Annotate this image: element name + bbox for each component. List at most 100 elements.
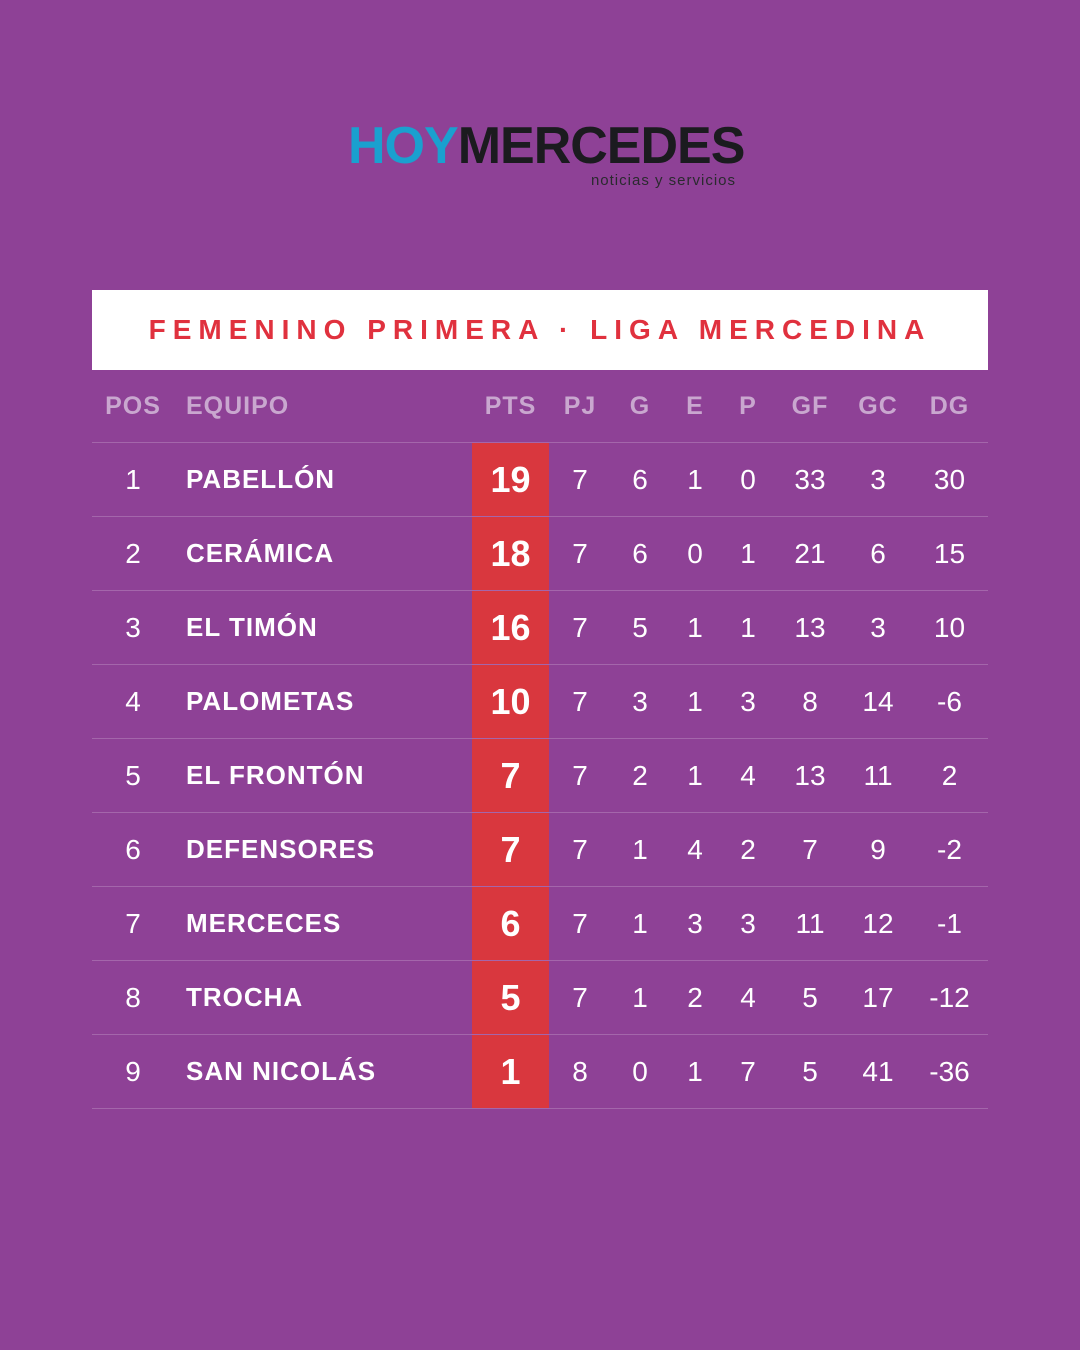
cell-position: 8 [125, 981, 141, 1013]
cell-team-name: CERÁMICA [186, 538, 335, 568]
cell-won: 1 [632, 981, 648, 1013]
cell-position: 2 [125, 537, 141, 569]
standings-table: POS EQUIPO PTS PJ G E P GF GC DG 1 PABELL… [92, 370, 988, 1109]
table-row: 3 EL TIMÓN 16 7 5 1 1 13 3 10 [92, 591, 988, 665]
cell-drawn: 0 [687, 537, 703, 569]
cell-team-name: TROCHA [186, 982, 304, 1012]
cell-won: 1 [632, 907, 648, 939]
cell-goals-for: 13 [794, 759, 826, 791]
header-dg: DG [929, 391, 970, 420]
header-team: EQUIPO [186, 391, 290, 420]
table-row: 7 MERCECES 6 7 1 3 3 11 12 -1 [92, 887, 988, 961]
cell-won: 6 [632, 463, 648, 495]
brand-mercedes: MERCEDES [457, 117, 746, 175]
cell-played: 7 [572, 907, 588, 939]
table-row: 8 TROCHA 5 7 1 2 4 5 17 -12 [92, 961, 988, 1035]
cell-position: 9 [125, 1055, 141, 1087]
header-pj: PJ [563, 391, 597, 420]
cell-drawn: 3 [687, 907, 703, 939]
cell-lost: 4 [740, 759, 756, 791]
header-g: G [629, 391, 651, 420]
cell-position: 6 [125, 833, 141, 865]
cell-won: 0 [632, 1055, 648, 1087]
cell-lost: 3 [740, 685, 756, 717]
cell-points: 18 [490, 532, 531, 574]
cell-drawn: 1 [687, 611, 703, 643]
cell-goal-difference: -2 [937, 833, 962, 865]
cell-points: 7 [500, 828, 521, 870]
header-e: E [686, 391, 704, 420]
cell-goal-difference: 10 [933, 611, 966, 643]
cell-team-name: PALOMETAS [186, 686, 355, 716]
cell-team-name: MERCECES [186, 908, 342, 938]
cell-points: 19 [490, 458, 531, 500]
cell-played: 7 [572, 833, 588, 865]
cell-lost: 1 [740, 537, 756, 569]
cell-goals-for: 33 [794, 463, 826, 495]
cell-lost: 3 [740, 907, 756, 939]
cell-goals-against: 14 [862, 685, 894, 717]
cell-goals-against: 12 [862, 907, 894, 939]
brand-logo: HOY MERCEDES noticias y servicios [348, 116, 745, 189]
cell-goals-against: 3 [870, 463, 886, 495]
cell-points: 7 [500, 754, 521, 796]
cell-position: 5 [125, 759, 141, 791]
cell-goal-difference: 30 [933, 463, 966, 495]
cell-points: 10 [490, 680, 531, 722]
points-highlight-band [472, 442, 549, 1108]
cell-drawn: 1 [687, 463, 703, 495]
cell-goals-against: 6 [870, 537, 886, 569]
cell-lost: 4 [740, 981, 756, 1013]
cell-drawn: 1 [687, 759, 703, 791]
cell-goals-for: 5 [802, 981, 818, 1013]
cell-lost: 2 [740, 833, 756, 865]
cell-played: 7 [572, 981, 588, 1013]
header-pts: PTS [484, 391, 537, 420]
cell-points: 1 [500, 1050, 521, 1092]
cell-played: 8 [572, 1055, 588, 1087]
cell-points: 5 [500, 976, 521, 1018]
cell-position: 3 [125, 611, 141, 643]
header-pos: POS [105, 391, 161, 420]
cell-team-name: SAN NICOLÁS [186, 1056, 377, 1086]
cell-goal-difference: -6 [937, 685, 962, 717]
header-gf: GF [791, 391, 829, 420]
cell-drawn: 4 [687, 833, 703, 865]
cell-won: 5 [632, 611, 648, 643]
cell-won: 2 [632, 759, 648, 791]
cell-played: 7 [572, 685, 588, 717]
table-row: 5 EL FRONTÓN 7 7 2 1 4 13 11 2 [92, 739, 988, 813]
cell-won: 3 [632, 685, 648, 717]
cell-goal-difference: -36 [929, 1055, 970, 1087]
cell-goals-against: 41 [862, 1055, 894, 1087]
cell-drawn: 1 [687, 1055, 703, 1087]
cell-goal-difference: -1 [937, 907, 962, 939]
cell-goals-for: 11 [795, 907, 825, 939]
cell-team-name: DEFENSORES [186, 834, 376, 864]
table-row: 2 CERÁMICA 18 7 6 0 1 21 6 15 [92, 517, 988, 591]
table-row: 1 PABELLÓN 19 7 6 1 0 33 3 30 [92, 443, 988, 517]
header-gc: GC [858, 391, 898, 420]
cell-team-name: EL TIMÓN [186, 612, 318, 642]
page-title: FEMENINO PRIMERA · LIGA MERCEDINA [148, 314, 932, 345]
cell-won: 6 [632, 537, 648, 569]
cell-won: 1 [632, 833, 648, 865]
cell-played: 7 [572, 537, 588, 569]
cell-goals-for: 5 [802, 1055, 818, 1087]
cell-drawn: 2 [687, 981, 703, 1013]
cell-lost: 1 [740, 611, 756, 643]
table-row: 6 DEFENSORES 7 7 1 4 2 7 9 -2 [92, 813, 988, 887]
cell-goals-against: 9 [870, 833, 886, 865]
cell-goals-against: 3 [870, 611, 886, 643]
table-row: 9 SAN NICOLÁS 1 8 0 1 7 5 41 -36 [92, 1035, 988, 1109]
cell-played: 7 [572, 463, 588, 495]
cell-played: 7 [572, 759, 588, 791]
brand-hoy: HOY [348, 117, 459, 175]
cell-points: 6 [500, 902, 521, 944]
cell-position: 7 [125, 907, 141, 939]
cell-goals-for: 7 [802, 833, 818, 865]
cell-position: 1 [125, 463, 141, 495]
cell-goals-against: 11 [863, 759, 893, 791]
header-p: P [739, 391, 757, 420]
table-row: 4 PALOMETAS 10 7 3 1 3 8 14 -6 [92, 665, 988, 739]
